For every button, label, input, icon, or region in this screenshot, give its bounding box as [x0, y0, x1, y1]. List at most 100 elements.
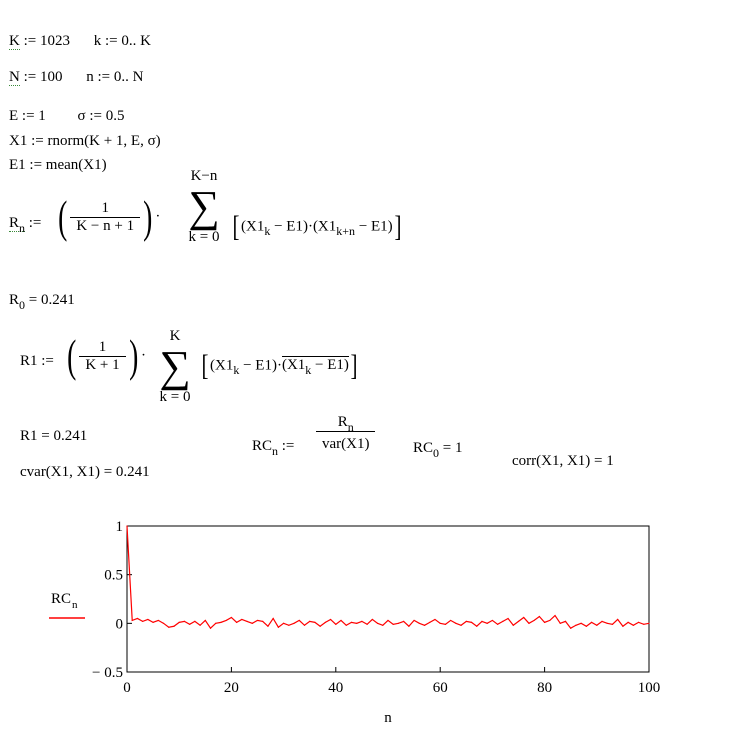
sum-term: [(X1k − E1)·(X1k+n − E1)]: [232, 210, 402, 243]
data-point: [314, 621, 316, 623]
y-tick-label: 0.5: [104, 568, 123, 584]
R0-result[interactable]: R0 = 0.241: [9, 292, 75, 312]
data-point: [376, 622, 379, 624]
data-point: [204, 619, 206, 622]
cvar-result[interactable]: cvar(X1, X1) = 0.241: [20, 464, 150, 480]
RC0-result[interactable]: RC0 = 1: [413, 440, 463, 460]
x-axis-label: n: [384, 710, 392, 726]
data-point: [403, 620, 405, 622]
N-value: 100: [39, 69, 63, 85]
data-point: [502, 620, 504, 622]
data-point: [481, 620, 483, 622]
K-value: 1023: [39, 33, 70, 49]
data-point: [215, 622, 217, 624]
def-E1[interactable]: E1 := mean(X1): [9, 157, 107, 173]
data-point: [324, 621, 326, 623]
data-point: [585, 625, 587, 627]
data-point: [434, 618, 436, 621]
data-point: [345, 624, 347, 626]
data-point: [236, 621, 238, 623]
corr-result[interactable]: corr(X1, X1) = 1: [512, 453, 614, 469]
data-point: [293, 622, 295, 624]
data-point: [517, 620, 520, 622]
data-point: [356, 622, 358, 624]
data-point: [643, 623, 645, 625]
data-point: [361, 620, 363, 622]
data-point: [168, 626, 170, 628]
y-tick-label: 0: [116, 616, 124, 632]
sum-symbol: K−n ∑ k = 0: [188, 168, 220, 245]
y-tick-label: − 0.5: [92, 665, 123, 681]
data-point: [413, 619, 415, 622]
sum-symbol: K ∑ k = 0: [159, 328, 191, 405]
data-point: [549, 619, 551, 622]
x-tick-label: 40: [328, 680, 343, 696]
data-point: [329, 618, 332, 621]
n-range: n := 0.. N: [86, 69, 144, 85]
x-tick-label: 60: [433, 680, 448, 696]
data-point: [465, 620, 467, 622]
data-point: [283, 622, 285, 624]
data-point: [392, 623, 394, 625]
var-N: N: [9, 69, 20, 86]
data-point: [538, 615, 540, 618]
data-point: [544, 621, 546, 623]
data-point: [288, 624, 290, 626]
data-point: [209, 627, 212, 629]
data-point: [418, 622, 420, 624]
data-point: [622, 625, 624, 627]
R1-lhs: R1 :=: [20, 353, 54, 369]
data-point: [450, 619, 452, 622]
data-point: [444, 623, 447, 625]
data-point: [298, 619, 300, 622]
legend-label: RC: [51, 591, 71, 607]
data-point: [246, 620, 248, 622]
plot-frame: [126, 525, 650, 673]
x-tick-label: 100: [638, 680, 661, 696]
data-point: [497, 623, 499, 625]
data-point: [371, 618, 373, 621]
data-point: [648, 622, 650, 624]
def-K[interactable]: K := 1023 k := 0.. K: [9, 33, 151, 50]
y-tick-label: 1: [116, 519, 124, 535]
data-point: [147, 618, 149, 621]
var-R: Rn: [9, 215, 26, 235]
data-point: [575, 624, 577, 626]
data-point: [173, 625, 175, 627]
data-point: [507, 617, 509, 620]
data-point: [225, 619, 227, 622]
data-point: [178, 621, 180, 623]
data-point: [183, 620, 186, 622]
data-point: [528, 622, 530, 624]
data-point: [429, 621, 431, 623]
data-point: [627, 621, 629, 623]
def-N[interactable]: N := 100 n := 0.. N: [9, 69, 143, 86]
data-point: [277, 626, 279, 628]
data-point: [340, 619, 342, 622]
series-line: [126, 525, 650, 630]
R1-result[interactable]: R1 = 0.241: [20, 428, 88, 444]
data-point: [596, 624, 598, 626]
data-point: [632, 624, 634, 626]
assign-op: :=: [28, 215, 42, 231]
data-point: [194, 620, 196, 622]
legend-label-sub: n: [72, 599, 78, 611]
def-X1[interactable]: X1 := rnorm(K + 1, E, σ): [9, 133, 161, 149]
data-point: [152, 621, 154, 623]
data-point: [476, 625, 478, 627]
data-point: [606, 622, 608, 624]
var-K: K: [9, 33, 20, 50]
data-point: [470, 621, 473, 623]
def-E[interactable]: E := 1 σ := 0.5: [9, 108, 125, 125]
data-point: [611, 623, 614, 625]
data-point: [262, 620, 264, 622]
assign-op: :=: [23, 33, 37, 49]
data-point: [230, 616, 232, 619]
data-point: [455, 622, 457, 624]
data-point: [136, 617, 139, 620]
data-point: [126, 525, 128, 527]
x-tick-label: 0: [123, 680, 131, 696]
data-point: [251, 622, 253, 624]
data-point: [570, 627, 572, 629]
